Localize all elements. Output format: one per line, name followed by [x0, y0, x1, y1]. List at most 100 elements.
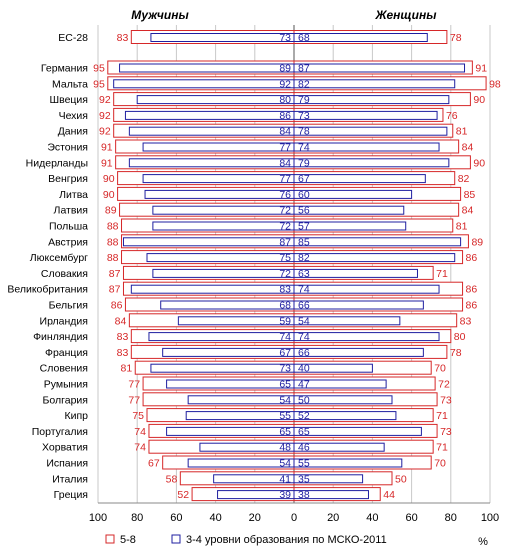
value-label-women-3-4: 79 — [298, 94, 310, 106]
x-tick-label: 20 — [249, 512, 261, 524]
value-label-women-5-8: 72 — [438, 379, 450, 391]
x-tick-label: 40 — [366, 512, 378, 524]
value-label-women-5-8: 78 — [450, 347, 462, 359]
bar-women-3-4 — [293, 237, 462, 247]
x-tick-label: 80 — [131, 512, 143, 524]
x-tick-label: 60 — [405, 512, 417, 524]
value-label-men-3-4: 86 — [279, 110, 291, 122]
value-label-men-3-4: 65 — [279, 426, 291, 438]
value-label-men-3-4: 84 — [279, 126, 291, 138]
bar-women-3-4 — [293, 458, 403, 468]
value-label-women-3-4: 66 — [298, 347, 310, 359]
value-label-men-3-4: 41 — [279, 473, 291, 485]
value-label-women-3-4: 79 — [298, 157, 310, 169]
bar-women-3-4 — [293, 363, 373, 373]
bar-women-3-4 — [293, 426, 422, 436]
category-label: Португалия — [32, 426, 88, 438]
legend-swatch-3-4 — [171, 534, 181, 544]
value-label-women-5-8: 81 — [456, 221, 468, 233]
bar-women-3-4 — [293, 379, 387, 389]
value-label-men-5-8: 83 — [117, 32, 129, 44]
bar-women-3-4 — [293, 158, 450, 168]
x-tick-label: 80 — [445, 512, 457, 524]
value-label-women-5-8: 76 — [446, 110, 458, 122]
value-label-women-3-4: 82 — [298, 78, 310, 90]
bar-women-3-4 — [293, 142, 440, 152]
category-label: Словения — [40, 363, 88, 375]
value-label-women-5-8: 86 — [466, 284, 478, 296]
value-label-women-3-4: 74 — [298, 142, 310, 154]
bars-layer — [107, 30, 487, 502]
value-label-men-3-4: 72 — [279, 221, 291, 233]
bar-women-3-4 — [293, 110, 438, 120]
value-label-men-3-4: 76 — [279, 189, 291, 201]
value-label-men-3-4: 89 — [279, 63, 291, 75]
category-label: Швеция — [50, 94, 89, 106]
category-label: Болгария — [43, 394, 88, 406]
category-label: Латвия — [54, 205, 88, 217]
value-label-men-3-4: 92 — [279, 78, 291, 90]
category-label: Германия — [41, 63, 88, 75]
value-label-women-5-8: 89 — [471, 236, 483, 248]
value-label-women-5-8: 81 — [456, 126, 468, 138]
category-label: Дания — [58, 126, 88, 138]
x-tick-labels: 100 80 60 40 20 0 20 40 60 80 100 — [89, 512, 499, 524]
value-label-women-5-8: 44 — [383, 489, 395, 501]
value-label-women-3-4: 50 — [298, 394, 310, 406]
value-label-men-5-8: 89 — [105, 205, 117, 217]
category-label: Словакия — [41, 268, 88, 280]
value-label-women-3-4: 73 — [298, 110, 310, 122]
value-label-women-5-8: 84 — [462, 142, 474, 154]
bar-women-3-4 — [293, 33, 428, 42]
bar-women-3-4 — [293, 490, 369, 500]
value-label-men-5-8: 92 — [99, 110, 111, 122]
value-label-men-5-8: 84 — [115, 315, 127, 327]
value-label-women-3-4: 40 — [298, 363, 310, 375]
value-label-men-3-4: 77 — [279, 173, 291, 185]
category-label: Великобритания — [7, 284, 88, 296]
bar-women-3-4 — [293, 442, 385, 452]
bar-women-3-4 — [293, 253, 456, 263]
value-label-women-3-4: 60 — [298, 189, 310, 201]
x-tick-label: 40 — [209, 512, 221, 524]
value-label-women-5-8: 73 — [440, 426, 452, 438]
value-label-men-3-4: 55 — [279, 410, 291, 422]
value-label-women-5-8: 78 — [450, 32, 462, 44]
value-label-women-5-8: 50 — [395, 473, 407, 485]
value-label-men-3-4: 75 — [279, 252, 291, 264]
value-label-men-5-8: 75 — [132, 410, 144, 422]
category-label: Греция — [54, 489, 88, 501]
category-label: Ирландия — [40, 315, 88, 327]
category-label: Литва — [59, 189, 88, 201]
bar-women-3-4 — [293, 284, 440, 294]
value-label-women-5-8: 70 — [434, 458, 446, 470]
category-label: Бельгия — [49, 300, 88, 312]
value-label-women-5-8: 90 — [473, 157, 485, 169]
value-label-men-3-4: 74 — [279, 331, 291, 343]
legend-swatch-5-8 — [105, 534, 115, 544]
panel-title-men: Мужчины — [131, 8, 189, 22]
value-label-men-3-4: 54 — [279, 394, 291, 406]
value-label-women-5-8: 73 — [440, 394, 452, 406]
value-label-women-3-4: 67 — [298, 173, 310, 185]
value-label-men-5-8: 88 — [107, 252, 119, 264]
value-label-women-3-4: 74 — [298, 284, 310, 296]
value-label-men-5-8: 92 — [99, 94, 111, 106]
category-label: Австрия — [48, 236, 88, 248]
value-label-women-5-8: 86 — [466, 252, 478, 264]
value-label-women-3-4: 65 — [298, 426, 310, 438]
x-tick-label: 20 — [327, 512, 339, 524]
value-label-men-5-8: 74 — [134, 442, 146, 454]
value-label-women-3-4: 87 — [298, 63, 310, 75]
value-label-men-5-8: 83 — [117, 347, 129, 359]
category-label: Италия — [52, 473, 88, 485]
value-label-women-3-4: 82 — [298, 252, 310, 264]
value-label-women-3-4: 68 — [298, 32, 310, 44]
value-label-men-3-4: 80 — [279, 94, 291, 106]
bar-women-3-4 — [293, 411, 397, 421]
legend-label-3-4: 3-4 уровни образования по МСКО-2011 — [186, 534, 387, 546]
value-label-women-3-4: 55 — [298, 458, 310, 470]
value-label-women-3-4: 38 — [298, 489, 310, 501]
bar-women-3-4 — [293, 268, 418, 278]
value-label-men-5-8: 88 — [107, 236, 119, 248]
